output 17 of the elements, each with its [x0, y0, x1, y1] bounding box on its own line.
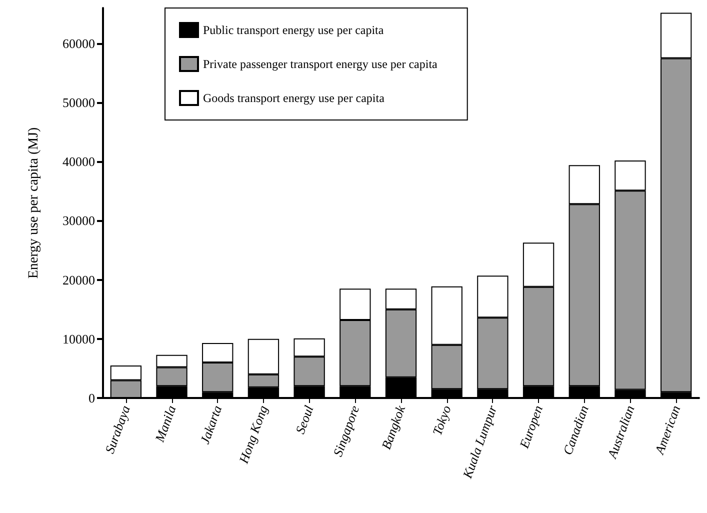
y-tick-label: 30000	[62, 213, 95, 228]
x-tick-label: Tokyo	[429, 402, 454, 438]
legend-label: Private passenger transport energy use per capita	[203, 57, 438, 71]
x-tick-label: Manila	[152, 402, 179, 445]
y-tick-label: 40000	[62, 154, 95, 170]
y-axis-title: Energy use per capita (MJ)	[26, 126, 42, 279]
x-tick-label: Kuala Lumpur	[459, 402, 500, 482]
x-tick-label: Hong Kong	[235, 402, 271, 466]
y-tick-label: 20000	[62, 272, 95, 288]
y-tick-label: 10000	[62, 331, 95, 346]
legend-label: Goods transport energy use per capita	[203, 91, 386, 105]
y-tick-label: 50000	[62, 95, 95, 110]
legend-label: Public transport energy use per capita	[203, 23, 384, 37]
y-tick-label: 0	[88, 390, 95, 406]
x-tick-label: Seoul	[292, 403, 316, 436]
y-tick-label: 60000	[62, 36, 95, 51]
x-tick-label: Jakarta	[196, 402, 225, 446]
